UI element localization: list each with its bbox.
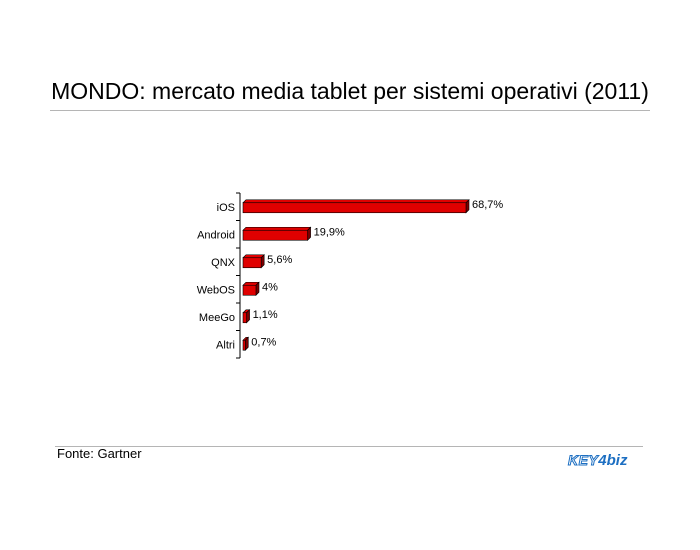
bar [242, 339, 246, 351]
category-label: MeeGo [199, 312, 235, 324]
category-label: Android [197, 229, 235, 241]
footer-divider [55, 446, 643, 447]
title-divider [50, 110, 650, 111]
logo-key-text: KEY [567, 452, 599, 469]
category-label: Altri [216, 339, 235, 351]
category-label: WebOS [197, 284, 235, 296]
bar-top [242, 226, 312, 231]
category-label: iOS [217, 202, 235, 214]
value-label: 19,9% [314, 226, 345, 238]
bar [242, 312, 247, 324]
value-label: 68,7% [472, 199, 503, 211]
bar-top [242, 199, 470, 204]
bar [242, 257, 262, 269]
logo-four-text: 4 [598, 452, 607, 469]
chart-title: MONDO: mercato media tablet per sistemi … [51, 78, 649, 104]
bar-top [242, 254, 265, 259]
bar [242, 229, 308, 241]
value-label: 0,7% [251, 336, 276, 348]
category-label: QNX [211, 257, 236, 269]
value-label: 5,6% [267, 254, 292, 266]
source-note: Fonte: Gartner [57, 446, 142, 461]
bar [242, 284, 257, 296]
key4biz-logo: KEY4biz [567, 452, 628, 470]
value-label: 1,1% [253, 309, 278, 321]
logo-biz-text: biz [606, 452, 628, 469]
bar [242, 202, 467, 214]
value-label: 4% [262, 281, 278, 293]
